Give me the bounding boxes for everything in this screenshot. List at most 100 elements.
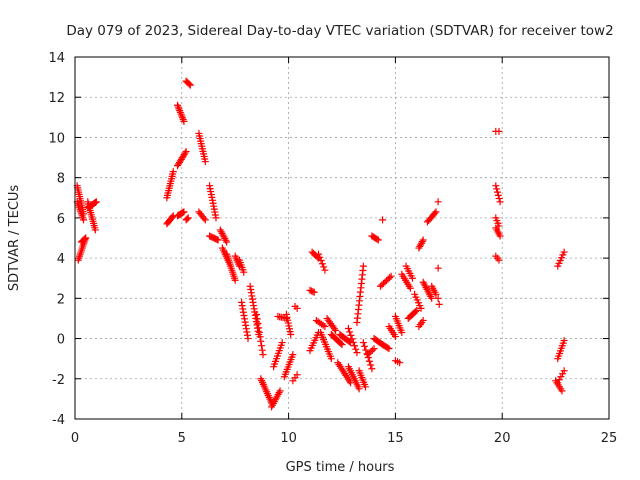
data-point: [417, 241, 425, 249]
data-point: [435, 300, 443, 308]
data-point: [240, 268, 248, 276]
data-point: [419, 236, 427, 244]
y-tick-label: 6: [57, 212, 65, 227]
data-point: [185, 80, 193, 88]
data-point: [494, 191, 502, 199]
data-point: [492, 182, 500, 190]
data-point: [81, 235, 89, 243]
data-point: [320, 263, 328, 271]
data-point: [344, 325, 352, 332]
y-tick-label: 2: [57, 292, 65, 307]
data-points: [73, 77, 568, 411]
data-point: [182, 148, 190, 156]
data-point: [338, 341, 346, 349]
data-point: [349, 338, 357, 346]
data-point: [365, 349, 373, 357]
data-point: [319, 321, 327, 329]
data-point: [309, 288, 317, 296]
y-tick-label: 14: [48, 51, 65, 66]
x-axis-label: GPS time / hours: [286, 460, 395, 475]
data-point: [418, 238, 426, 246]
data-point: [231, 276, 239, 284]
data-point: [365, 357, 373, 365]
data-point: [419, 316, 427, 324]
data-point: [434, 198, 442, 206]
data-point: [496, 198, 504, 206]
data-point: [370, 345, 378, 353]
data-point: [352, 345, 360, 353]
data-point: [256, 333, 264, 341]
data-point: [330, 325, 338, 333]
data-point: [253, 310, 261, 318]
data-point: [327, 355, 335, 363]
data-point: [168, 213, 176, 221]
data-point: [359, 339, 367, 347]
data-point: [200, 214, 208, 222]
data-point: [432, 208, 440, 216]
data-point: [181, 149, 189, 157]
data-point: [362, 346, 370, 354]
data-point: [386, 274, 394, 282]
data-point: [310, 288, 318, 296]
tick-labels: 0 5 10 15 20 25 -4 -2 0 2 4 6 8 10 12 14: [48, 51, 617, 446]
data-point: [493, 185, 501, 193]
data-point: [180, 117, 188, 125]
data-point: [431, 209, 439, 217]
x-tick-label: 5: [178, 431, 186, 446]
data-point: [258, 346, 266, 354]
data-point: [387, 272, 395, 280]
data-point: [321, 266, 329, 274]
data-point: [201, 158, 209, 166]
data-point: [289, 351, 297, 359]
data-point: [332, 327, 340, 335]
x-tick-label: 20: [494, 431, 511, 446]
plot-frame: [74, 56, 610, 420]
data-point: [367, 361, 375, 369]
grid-lines: [75, 57, 609, 419]
data-point: [212, 214, 220, 222]
data-point: [368, 346, 376, 354]
data-point: [254, 319, 262, 327]
data-point: [557, 373, 565, 381]
data-point: [361, 383, 369, 391]
data-point: [396, 359, 404, 367]
data-point: [293, 371, 301, 379]
data-point: [80, 236, 88, 244]
data-point: [417, 239, 425, 247]
data-point: [92, 198, 100, 206]
data-point: [346, 328, 354, 336]
data-point: [180, 208, 188, 216]
data-point: [91, 226, 99, 234]
data-point: [293, 304, 301, 312]
data-point: [385, 345, 393, 353]
data-point: [408, 274, 416, 282]
data-point: [353, 349, 361, 357]
data-point: [244, 335, 252, 343]
data-point: [169, 168, 177, 176]
data-point: [373, 235, 381, 243]
data-point: [255, 324, 263, 332]
data-point: [317, 257, 325, 265]
data-point: [82, 234, 90, 242]
data-point: [364, 351, 372, 359]
data-point: [560, 337, 568, 345]
data-point: [416, 242, 424, 250]
data-point: [554, 379, 562, 387]
y-tick-label: -2: [52, 373, 65, 388]
data-point: [315, 250, 323, 258]
data-point: [432, 290, 440, 298]
data-point: [287, 331, 295, 339]
data-point: [398, 329, 406, 337]
y-tick-label: 8: [57, 172, 65, 187]
data-point: [434, 294, 442, 302]
y-tick-label: 10: [48, 131, 65, 146]
data-point: [412, 308, 420, 316]
data-point: [415, 244, 423, 252]
data-point: [434, 264, 442, 272]
data-point: [255, 328, 263, 336]
data-point: [496, 232, 504, 240]
y-tick-label: 12: [48, 91, 65, 106]
data-point: [374, 236, 382, 244]
